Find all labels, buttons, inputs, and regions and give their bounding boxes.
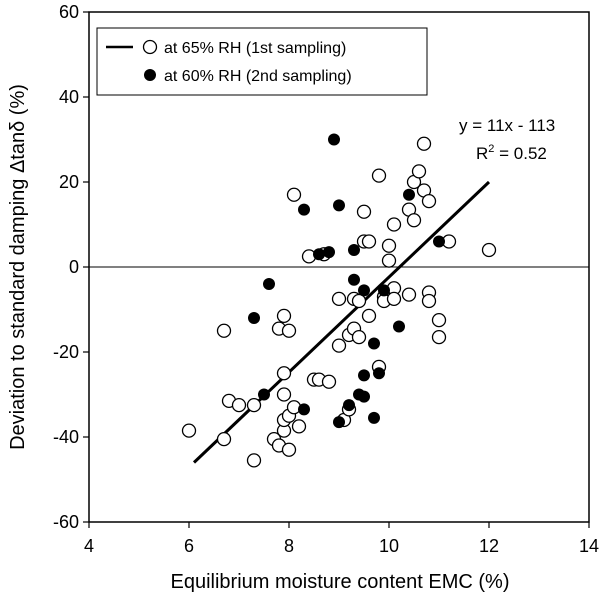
data-point-65rh — [331, 338, 347, 353]
data-point-60rh — [258, 388, 270, 401]
data-point-65rh — [276, 366, 292, 381]
data-point-65rh — [331, 291, 347, 307]
data-point-65rh — [286, 187, 302, 202]
data-point-65rh — [371, 168, 387, 183]
y-tick-label: 60 — [59, 2, 79, 22]
data-point-60rh — [403, 188, 415, 201]
data-point-65rh — [216, 323, 232, 338]
data-point-60rh — [298, 203, 310, 216]
x-axis-ticks: 4 6 8 10 12 14 — [84, 522, 599, 556]
fit-equation: y = 11x - 113 — [459, 116, 555, 135]
data-point-60rh — [433, 235, 445, 248]
data-point-65rh — [431, 329, 447, 345]
legend-box — [96, 27, 428, 96]
data-point-60rh — [298, 403, 310, 416]
y-tick-label: -40 — [53, 427, 79, 447]
y-tick-label: 20 — [59, 172, 79, 192]
y-tick-label: 40 — [59, 87, 79, 107]
data-point-65rh — [421, 293, 437, 309]
data-point-60rh — [358, 284, 370, 297]
data-point-65rh — [291, 419, 307, 434]
data-point-65rh — [381, 253, 397, 268]
x-tick-label: 8 — [284, 536, 294, 556]
data-point-60rh — [328, 133, 340, 146]
data-point-65rh — [231, 397, 247, 413]
data-point-65rh — [181, 423, 197, 438]
data-point-60rh — [333, 416, 345, 429]
data-point-65rh — [276, 308, 292, 324]
data-point-65rh — [401, 287, 417, 302]
x-axis-label: Equilibrium moisture content EMC (%) — [171, 571, 510, 593]
data-point-65rh — [246, 453, 262, 468]
y-tick-label: -20 — [53, 342, 79, 362]
y-axis-label: Deviation to standard damping Δtanδ (%) — [7, 84, 29, 450]
legend-label-series-2: at 60% RH (2nd sampling) — [164, 68, 352, 85]
data-point-65rh — [321, 374, 337, 389]
data-point-60rh — [263, 278, 275, 290]
y-axis-ticks: 60 40 20 0 -20 -40 -60 — [53, 2, 89, 532]
data-point-60rh — [313, 248, 325, 261]
x-tick-label: 14 — [579, 536, 599, 556]
data-point-60rh — [323, 246, 335, 259]
regression-line — [192, 180, 491, 464]
data-point-65rh — [406, 213, 422, 228]
legend: at 65% RH (1st sampling) at 60% RH (2nd … — [96, 27, 428, 96]
data-point-65rh — [356, 204, 372, 219]
data-point-65rh — [276, 387, 292, 402]
data-point-60rh — [393, 320, 405, 333]
data-point-65rh — [351, 293, 367, 309]
x-tick-label: 4 — [84, 536, 94, 556]
data-point-65rh — [386, 291, 402, 307]
data-point-65rh — [281, 442, 297, 457]
data-point-60rh — [368, 411, 380, 424]
data-point-60rh — [348, 273, 360, 286]
data-point-65rh — [351, 329, 367, 345]
data-point-65rh — [361, 308, 377, 324]
data-point-60rh — [348, 244, 360, 256]
data-point-65rh — [281, 323, 297, 338]
y-tick-label: 0 — [69, 257, 79, 277]
y-tick-label: -60 — [53, 512, 79, 532]
data-point-65rh — [246, 397, 262, 413]
data-point-65rh — [481, 242, 497, 258]
data-point-60rh — [248, 312, 260, 324]
fit-r-squared: R2 = 0.52 — [476, 143, 547, 163]
data-point-60rh — [378, 284, 390, 297]
data-point-65rh — [386, 217, 402, 232]
data-point-60rh — [358, 390, 370, 403]
x-tick-label: 6 — [184, 536, 194, 556]
x-tick-label: 10 — [379, 536, 399, 556]
data-point-65rh — [411, 164, 427, 179]
data-point-65rh — [416, 136, 432, 151]
data-points — [181, 133, 497, 468]
data-point-65rh — [421, 193, 437, 209]
data-point-65rh — [431, 312, 447, 328]
data-point-65rh — [381, 238, 397, 253]
data-point-60rh — [373, 367, 385, 380]
legend-label-series-1: at 65% RH (1st sampling) — [164, 40, 346, 57]
legend-open-circle-marker — [142, 39, 158, 55]
x-tick-label: 12 — [479, 536, 499, 556]
data-point-65rh — [361, 234, 377, 249]
legend-filled-circle-marker — [144, 69, 156, 81]
data-point-65rh — [216, 431, 232, 447]
data-point-60rh — [343, 399, 355, 412]
data-point-60rh — [333, 199, 345, 212]
data-point-60rh — [358, 369, 370, 382]
data-point-60rh — [368, 337, 380, 350]
